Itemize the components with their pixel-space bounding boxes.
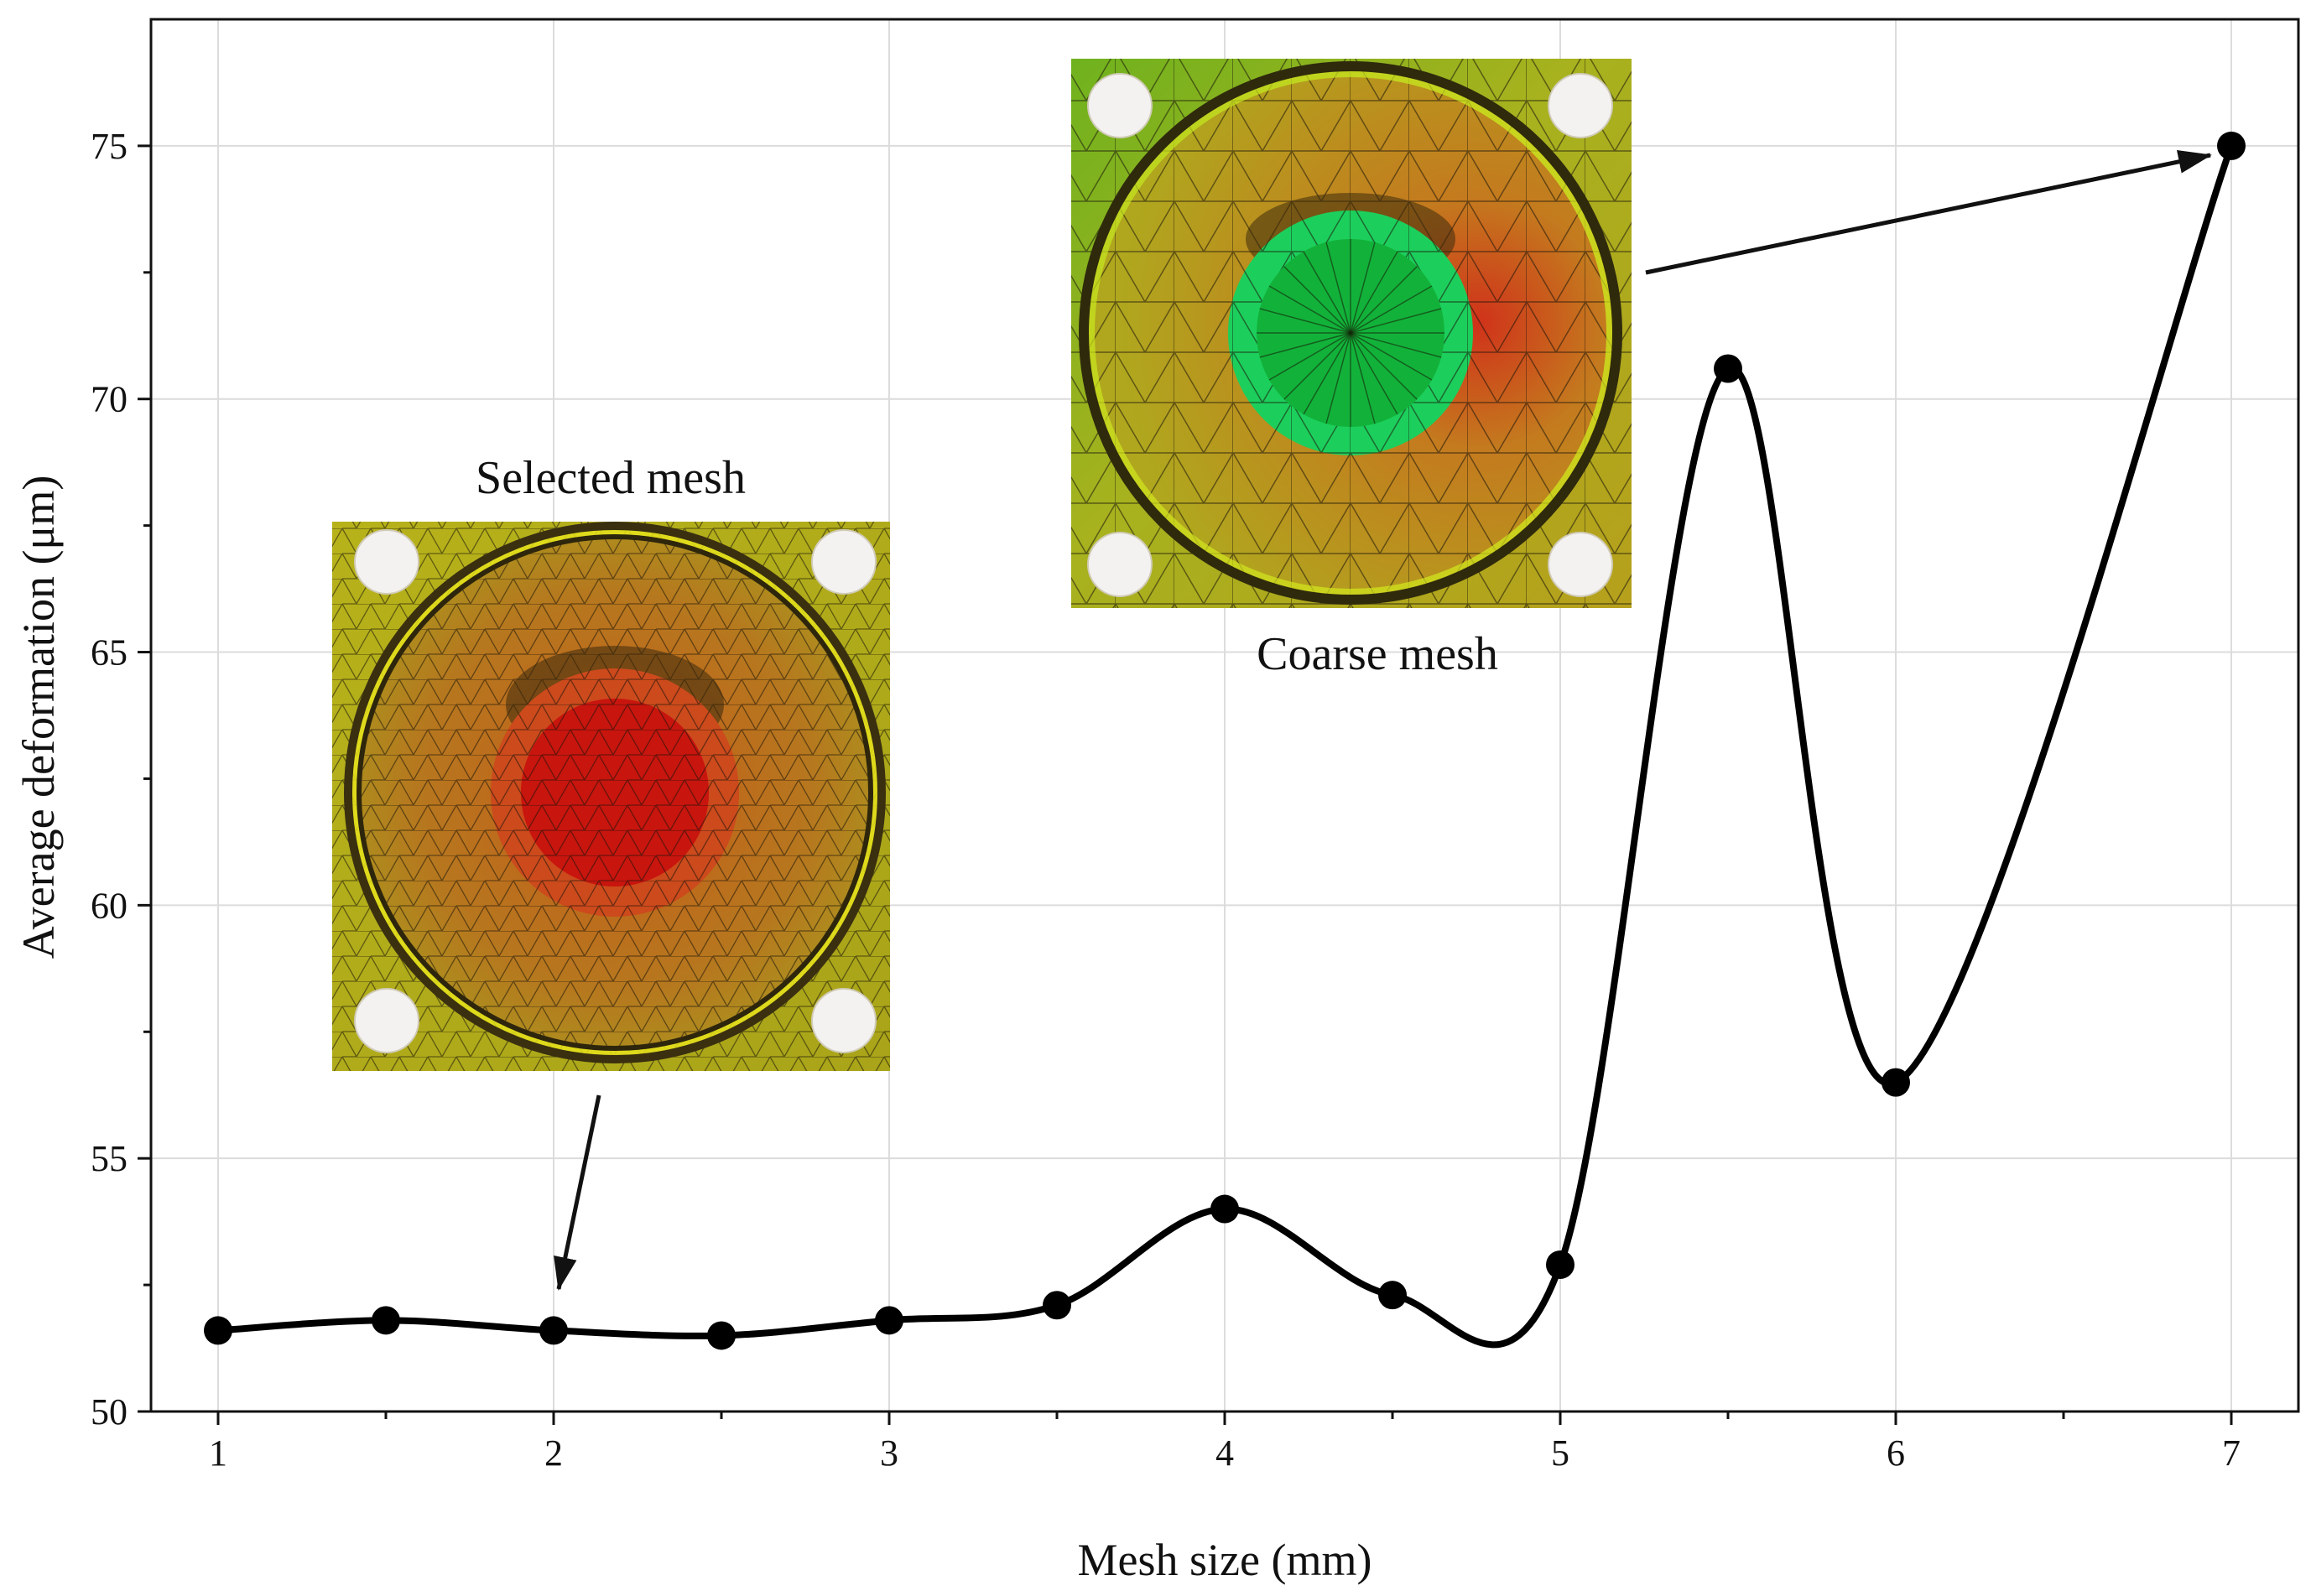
selected-mesh-inset bbox=[332, 522, 890, 1071]
mesh-spoke bbox=[1259, 332, 1351, 358]
mesh-spoke bbox=[1283, 332, 1351, 400]
mesh-spoke bbox=[1350, 266, 1418, 334]
coarse-mesh-inset bbox=[1071, 59, 1632, 608]
mesh-spoke bbox=[1350, 308, 1442, 334]
mesh-spoke bbox=[1350, 242, 1376, 334]
x-tick-label: 4 bbox=[1215, 1432, 1234, 1474]
x-axis: 1 2 3 4 5 6 7 bbox=[209, 1411, 2241, 1474]
data-point bbox=[1714, 354, 1742, 383]
x-tick-label: 1 bbox=[209, 1432, 227, 1474]
mesh-spoke bbox=[1283, 266, 1351, 334]
data-points bbox=[204, 131, 2246, 1350]
mesh-spoke bbox=[1350, 251, 1398, 334]
mesh-spoke bbox=[1350, 332, 1418, 400]
y-tick-label: 50 bbox=[91, 1391, 128, 1432]
coarse-mesh-label: Coarse mesh bbox=[1257, 628, 1498, 680]
y-axis-title: Average deformation (μm) bbox=[13, 476, 64, 959]
mesh-spoke bbox=[1350, 285, 1433, 334]
data-point bbox=[2217, 131, 2246, 160]
mesh-spoke bbox=[1350, 332, 1442, 358]
y-tick-label: 55 bbox=[91, 1138, 128, 1179]
x-axis-title: Mesh size (mm) bbox=[1078, 1535, 1372, 1585]
y-axis: 50 55 60 65 70 75 bbox=[91, 126, 151, 1432]
mesh-spoke bbox=[1303, 332, 1351, 415]
x-tick-label: 2 bbox=[544, 1432, 563, 1474]
data-point bbox=[1546, 1250, 1574, 1279]
coarse-mesh-arrow bbox=[1645, 150, 2212, 275]
mesh-spoke bbox=[1350, 332, 1398, 415]
data-point bbox=[204, 1316, 232, 1345]
x-tick-label: 7 bbox=[2222, 1432, 2241, 1474]
y-tick-label: 70 bbox=[91, 379, 128, 420]
mesh-spoke bbox=[1259, 308, 1351, 334]
mesh-spoke bbox=[1350, 332, 1433, 381]
data-point bbox=[1378, 1281, 1407, 1310]
x-tick-label: 6 bbox=[1887, 1432, 1905, 1474]
mesh-spoke bbox=[1268, 285, 1351, 334]
x-tick-label: 5 bbox=[1551, 1432, 1569, 1474]
data-point bbox=[1882, 1068, 1910, 1097]
y-tick-label: 60 bbox=[91, 885, 128, 926]
mesh-spoke bbox=[1325, 332, 1351, 424]
selected-mesh-label: Selected mesh bbox=[476, 452, 746, 504]
mesh-spoke bbox=[1268, 332, 1351, 381]
y-tick-label: 75 bbox=[91, 126, 128, 167]
selected-mesh-arrow bbox=[554, 1094, 601, 1291]
mesh-spoke bbox=[1303, 251, 1351, 334]
data-point bbox=[539, 1316, 568, 1345]
data-point bbox=[875, 1306, 903, 1335]
y-tick-label: 65 bbox=[91, 632, 128, 673]
data-point bbox=[1043, 1291, 1071, 1320]
data-point bbox=[372, 1306, 400, 1335]
mesh-spoke bbox=[1325, 242, 1351, 334]
data-point bbox=[707, 1321, 736, 1350]
x-tick-label: 3 bbox=[880, 1432, 898, 1474]
mesh-spoke bbox=[1350, 332, 1376, 424]
series-line bbox=[215, 142, 2235, 1349]
data-point bbox=[1210, 1194, 1239, 1224]
